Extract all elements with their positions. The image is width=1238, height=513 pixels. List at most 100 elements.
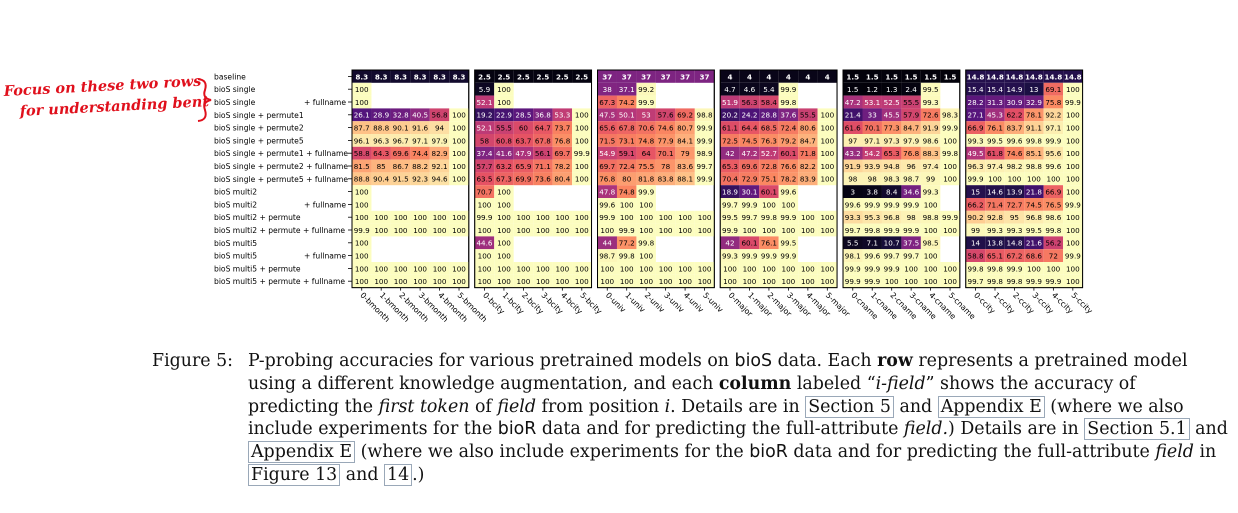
cell-value-label: 100: [575, 226, 589, 235]
caption-ref-link[interactable]: Section 5: [805, 395, 894, 418]
cell-value-label: 70.7: [476, 188, 492, 197]
heatmap-cell: [920, 223, 941, 237]
cell-value-label: 32.8: [393, 111, 409, 120]
cell-value-label: 56.1: [535, 149, 551, 158]
heatmap-cell: [720, 198, 740, 211]
heatmap-cell: [862, 236, 882, 250]
heatmap-cell: [901, 82, 921, 96]
caption-ref-link[interactable]: 14: [384, 463, 413, 486]
heatmap-cell: [533, 223, 553, 237]
heatmap-cell: [1024, 274, 1044, 288]
cell-value-label: 69.1: [1045, 85, 1061, 94]
heatmap-cell: [778, 95, 799, 109]
cell-value-label: 100: [820, 162, 834, 171]
heatmap-cell: [597, 249, 617, 262]
heatmap-cell: [636, 70, 656, 83]
caption-fragment: field: [497, 396, 536, 417]
cell-value-label: 100: [820, 149, 834, 158]
heatmap-cell: [920, 159, 941, 173]
heatmap-cell: [572, 172, 592, 186]
heatmap-cell: [985, 95, 1005, 109]
heatmap-cell: [778, 249, 799, 262]
cell-value-label: 65.9: [515, 162, 531, 171]
cell-value-label: 31.3: [987, 98, 1003, 107]
cell-value-label: 34.6: [903, 188, 919, 197]
heatmap-cell: [410, 70, 430, 83]
row-label: bioS single + permute1: [214, 111, 304, 120]
cell-value-label: 100: [575, 213, 589, 222]
heatmap-cell: [494, 159, 514, 173]
heatmap-cell: [694, 159, 715, 173]
row-label: bioS single + permute5 + fullname: [214, 175, 348, 184]
heatmap-cell: [798, 159, 818, 173]
heatmap-cell: [843, 223, 863, 237]
cell-value-label: 98: [848, 175, 858, 184]
column-label: 3-univ: [662, 291, 686, 315]
cell-value-label: 100: [452, 226, 466, 235]
cell-value-label: 63.2: [496, 162, 512, 171]
heatmap-cell: [720, 223, 740, 237]
cell-value-label: 84.1: [677, 136, 693, 145]
cell-value-label: 37.5: [903, 239, 919, 248]
cell-value-label: 100: [885, 277, 899, 286]
caption-ref-link[interactable]: Section 5.1: [1084, 418, 1190, 441]
cell-value-label: 95: [1010, 213, 1019, 222]
cell-value-label: 80.4: [554, 175, 570, 184]
caption-ref-link[interactable]: Appendix E: [937, 395, 1045, 418]
caption-ref-link[interactable]: Figure 13: [248, 463, 341, 486]
heatmap-cell: [1043, 70, 1064, 83]
row-label: bioS multi2 + permute + fullname: [214, 226, 345, 235]
cell-value-label: 80.6: [800, 124, 816, 133]
cell-value-label: 100: [659, 226, 673, 235]
cell-value-label: 99.9: [1045, 277, 1061, 286]
heatmap-cell: [881, 236, 902, 250]
cell-value-label: 42: [725, 149, 734, 158]
heatmap-cell: [449, 121, 469, 134]
cell-value-label: 100: [782, 277, 796, 286]
heatmap-cell: [694, 70, 715, 83]
heatmap-cell: [759, 274, 779, 288]
heatmap-cell: [843, 70, 863, 83]
cell-value-label: 91.6: [412, 124, 428, 133]
heatmap-cell: [410, 274, 430, 288]
cell-value-label: 100: [555, 213, 569, 222]
heatmap-cell: [901, 70, 921, 83]
heatmap-cell: [739, 262, 760, 275]
heatmap-cell: [636, 159, 656, 173]
caption-fragment: ) Details are in: [948, 419, 1085, 440]
heatmap-cell: [474, 146, 495, 160]
heatmap-cell: [1043, 198, 1064, 211]
cell-value-label: 64.7: [535, 124, 551, 133]
heatmap-cell: [597, 108, 617, 122]
cell-value-label: 37: [661, 72, 671, 81]
cell-value-label: 99.6: [780, 188, 796, 197]
cell-value-label: 100: [413, 277, 427, 286]
cell-value-label: 61.8: [987, 149, 1003, 158]
heatmap-cell: [390, 108, 411, 122]
cell-value-label: 100: [452, 136, 466, 145]
cell-value-label: 99.9: [780, 252, 796, 261]
heatmap-cell: [494, 95, 514, 109]
heatmap-cell: [720, 146, 740, 160]
heatmap-cell: [843, 236, 863, 250]
cell-value-label: 99.9: [722, 226, 738, 235]
cell-value-label: 44: [603, 239, 613, 248]
heatmap-cell: [817, 223, 838, 237]
heatmap-cell: [843, 134, 863, 147]
cell-value-label: 99: [971, 226, 981, 235]
cell-value-label: 55.5: [903, 98, 919, 107]
heatmap-cell: [940, 159, 960, 173]
cell-value-label: 100: [762, 277, 776, 286]
cell-value-label: 100: [452, 175, 466, 184]
cell-value-label: 93.3: [845, 213, 861, 222]
cell-value-label: 99.9: [968, 175, 984, 184]
cell-value-label: 30.9: [1006, 98, 1022, 107]
heatmap-cell: [1024, 146, 1044, 160]
cell-value-label: 99.9: [354, 226, 370, 235]
heatmap-cell: [352, 249, 372, 262]
heatmap-cell: [1063, 198, 1083, 211]
cell-value-label: 24.2: [741, 111, 757, 120]
heatmap-cell: [843, 121, 863, 134]
caption-ref-link[interactable]: Appendix E: [248, 441, 356, 464]
cell-value-label: 100: [820, 264, 834, 273]
